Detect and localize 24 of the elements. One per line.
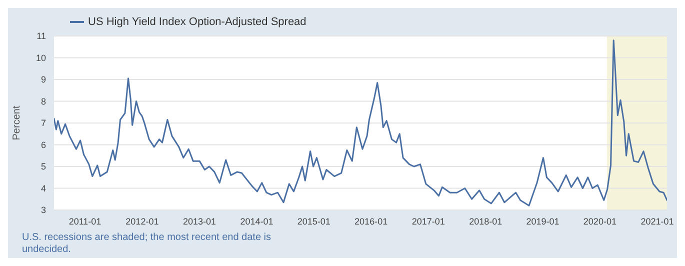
- x-tick-label: 2011-01: [68, 216, 102, 226]
- y-tick-label: 5: [40, 162, 46, 172]
- y-tick-label: 6: [40, 140, 46, 150]
- y-tick-label: 10: [36, 52, 46, 63]
- line-series: [54, 40, 667, 206]
- x-tick-label: 2012-01: [126, 216, 159, 226]
- legend-label: US High Yield Index Option-Adjusted Spread: [88, 16, 306, 28]
- x-tick-label: 2015-01: [297, 216, 330, 226]
- y-tick-label: 7: [40, 118, 46, 128]
- x-tick-label: 2020-01: [583, 216, 616, 226]
- x-tick-label: 2017-01: [412, 216, 445, 226]
- text: U.S. recessions are shaded; the most recent end date is undecided.: [22, 232, 272, 256]
- x-tick-label: 2014-01: [240, 216, 274, 226]
- x-tick-label: 2018-01: [469, 216, 502, 226]
- y-tick-label: 9: [40, 74, 46, 85]
- y-tick-label: 8: [40, 96, 46, 106]
- x-tick-label: 2021-01: [640, 216, 674, 226]
- y-tick-label: 3: [40, 205, 46, 216]
- x-tick-label: 2013-01: [183, 216, 216, 226]
- y-axis-title: Percent: [12, 106, 23, 140]
- y-tick-label: 4: [40, 183, 46, 194]
- x-tick-label: 2019-01: [526, 216, 560, 226]
- y-tick-label: 11: [36, 31, 46, 42]
- x-tick-label: 2016-01: [354, 216, 388, 226]
